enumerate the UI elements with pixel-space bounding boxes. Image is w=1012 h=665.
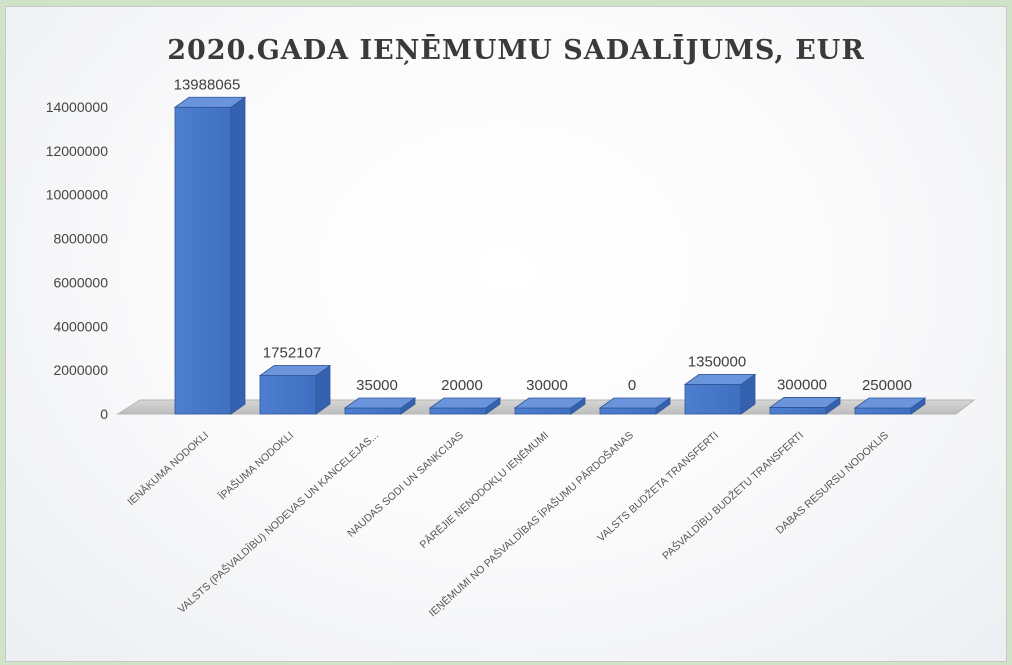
bar-top bbox=[513, 397, 587, 409]
data-label: 35000 bbox=[356, 377, 398, 394]
y-tick-label: 4000000 bbox=[53, 318, 108, 334]
data-label: 1350000 bbox=[688, 353, 746, 370]
y-tick-label: 10000000 bbox=[46, 187, 109, 203]
bar bbox=[513, 397, 587, 415]
y-tick-label: 6000000 bbox=[53, 274, 108, 290]
bar-front bbox=[429, 407, 487, 415]
chart-title: 2020.GADA IEŅĒMUMU SADALĪJUMS, EUR bbox=[167, 33, 865, 66]
bar-front bbox=[174, 106, 232, 415]
bar-front bbox=[854, 407, 912, 415]
data-label: 1752107 bbox=[263, 345, 321, 362]
bar-top bbox=[173, 96, 247, 108]
data-label: 300000 bbox=[777, 376, 827, 393]
x-tick-label: PAŠVALDĪBU BUDŽETU TRANSFERTI bbox=[660, 429, 806, 563]
data-label: 20000 bbox=[441, 377, 483, 394]
data-label: 0 bbox=[628, 377, 636, 394]
data-label: 30000 bbox=[526, 377, 568, 394]
bar bbox=[343, 397, 417, 415]
y-tick-label: 12000000 bbox=[46, 143, 109, 159]
bar-front bbox=[684, 383, 742, 415]
bar-side bbox=[230, 96, 246, 415]
bar-top bbox=[428, 397, 502, 409]
bar-top bbox=[343, 397, 417, 409]
bar bbox=[853, 397, 927, 415]
x-tick-label: IEŅĒMUMI NO PAŠVALDĪBAS ĪPAŠUMU PĀRDOŠAN… bbox=[426, 429, 636, 620]
x-tick-label: ĪPAŠUMA NODOKLI bbox=[216, 429, 296, 503]
y-tick-label: 14000000 bbox=[46, 99, 109, 115]
data-label: 250000 bbox=[862, 377, 912, 394]
bar bbox=[173, 96, 247, 415]
bar-chart: 2020.GADA IEŅĒMUMU SADALĪJUMS, EUR 0 2000… bbox=[46, 33, 976, 620]
bar-top bbox=[683, 373, 757, 385]
bar-front bbox=[769, 407, 827, 415]
y-tick-label: 2000000 bbox=[53, 362, 108, 378]
chart-frame: 2020.GADA IEŅĒMUMU SADALĪJUMS, EUR 0 2000… bbox=[5, 6, 1007, 662]
bar bbox=[258, 364, 332, 415]
bar-top bbox=[768, 397, 842, 408]
bar bbox=[768, 396, 842, 415]
bar-front bbox=[599, 407, 657, 415]
y-tick-label: 8000000 bbox=[53, 231, 108, 247]
bar-front bbox=[259, 375, 317, 415]
bar-top bbox=[853, 397, 927, 409]
bar-top bbox=[258, 365, 332, 376]
data-label: 13988065 bbox=[174, 76, 241, 93]
bar bbox=[683, 373, 757, 415]
bar-front bbox=[514, 407, 572, 415]
x-tick-label: VALSTS (PAŠVALDĪBU) NODEVAS UN KANCELEJA… bbox=[175, 429, 381, 616]
bar-top bbox=[598, 397, 672, 409]
bar-front bbox=[344, 407, 402, 415]
bar bbox=[428, 397, 502, 415]
y-tick-label: 0 bbox=[100, 406, 108, 422]
x-tick-label: IENĀKUMA NODOKLI bbox=[125, 429, 211, 508]
bar bbox=[598, 397, 672, 415]
